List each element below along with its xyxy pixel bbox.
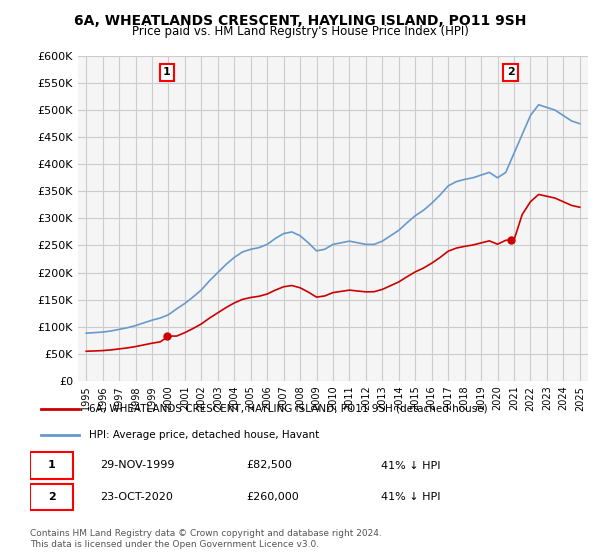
Text: £82,500: £82,500 [246, 460, 292, 470]
Text: 2: 2 [507, 67, 515, 77]
Text: Price paid vs. HM Land Registry's House Price Index (HPI): Price paid vs. HM Land Registry's House … [131, 25, 469, 38]
Text: 23-OCT-2020: 23-OCT-2020 [100, 492, 173, 502]
Text: 6A, WHEATLANDS CRESCENT, HAYLING ISLAND, PO11 9SH (detached house): 6A, WHEATLANDS CRESCENT, HAYLING ISLAND,… [89, 404, 488, 414]
Text: 29-NOV-1999: 29-NOV-1999 [100, 460, 175, 470]
Text: HPI: Average price, detached house, Havant: HPI: Average price, detached house, Hava… [89, 430, 320, 440]
Text: 41% ↓ HPI: 41% ↓ HPI [381, 492, 440, 502]
Text: 2: 2 [48, 492, 55, 502]
Text: 41% ↓ HPI: 41% ↓ HPI [381, 460, 440, 470]
FancyBboxPatch shape [30, 484, 73, 511]
Text: 1: 1 [48, 460, 55, 470]
Text: 6A, WHEATLANDS CRESCENT, HAYLING ISLAND, PO11 9SH: 6A, WHEATLANDS CRESCENT, HAYLING ISLAND,… [74, 14, 526, 28]
FancyBboxPatch shape [30, 452, 73, 479]
Text: Contains HM Land Registry data © Crown copyright and database right 2024.
This d: Contains HM Land Registry data © Crown c… [30, 529, 382, 549]
Text: 1: 1 [163, 67, 171, 77]
Text: £260,000: £260,000 [246, 492, 299, 502]
